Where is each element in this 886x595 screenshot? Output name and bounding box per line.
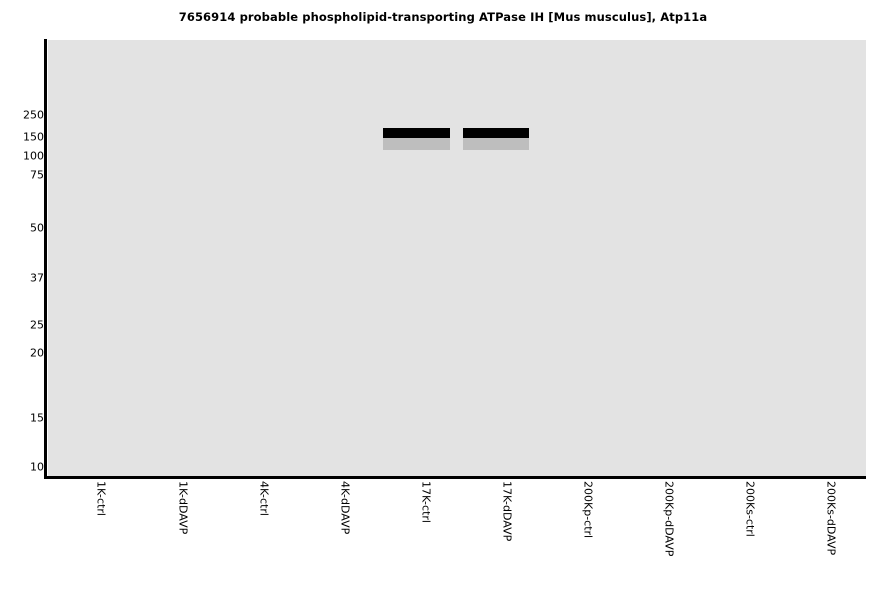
band-light-segment (383, 138, 450, 150)
y-tick-label-25: 25 (30, 318, 44, 332)
y-tick-label-100: 100 (23, 149, 44, 163)
x-tick-label-4K-dDAVP: 4K-dDAVP (338, 481, 352, 535)
y-tick-label-20: 20 (30, 346, 44, 360)
y-axis-tick-labels: 250 150 100 75 50 37 25 20 15 10 (0, 0, 44, 595)
x-tick-label-4K-ctrl: 4K-ctrl (257, 481, 271, 516)
y-tick-label-37: 37 (30, 271, 44, 285)
x-tick-label-1K-dDAVP: 1K-dDAVP (176, 481, 190, 535)
x-tick-label-200Ks-dDAVP: 200Ks-dDAVP (824, 481, 838, 556)
band-light-segment (463, 138, 529, 150)
page-title: 7656914 probable phospholipid-transporti… (178, 10, 708, 24)
x-tick-label-17K-ctrl: 17K-ctrl (419, 481, 433, 523)
y-tick-label-75: 75 (30, 168, 44, 182)
x-axis-tick-labels: 1K-ctrl 1K-dDAVP 4K-ctrl 4K-dDAVP 17K-ct… (48, 479, 866, 595)
y-axis-line (44, 39, 47, 479)
x-tick-label-200Kp-dDAVP: 200Kp-dDAVP (662, 481, 676, 557)
y-tick-label-50: 50 (30, 221, 44, 235)
x-tick-label-1K-ctrl: 1K-ctrl (94, 481, 108, 516)
blot-band-17K-dDAVP (463, 128, 529, 150)
y-tick-label-10: 10 (30, 460, 44, 474)
band-dark-segment (463, 128, 529, 138)
x-tick-label-200Ks-ctrl: 200Ks-ctrl (743, 481, 757, 537)
y-tick-label-250: 250 (23, 108, 44, 122)
plot-area (48, 40, 866, 477)
x-tick-label-17K-dDAVP: 17K-dDAVP (500, 481, 514, 542)
x-tick-label-200Kp-ctrl: 200Kp-ctrl (581, 481, 595, 539)
x-axis-line (44, 476, 866, 479)
blot-band-17K-ctrl (383, 128, 450, 150)
band-dark-segment (383, 128, 450, 138)
y-tick-label-15: 15 (30, 411, 44, 425)
y-tick-label-150: 150 (23, 130, 44, 144)
